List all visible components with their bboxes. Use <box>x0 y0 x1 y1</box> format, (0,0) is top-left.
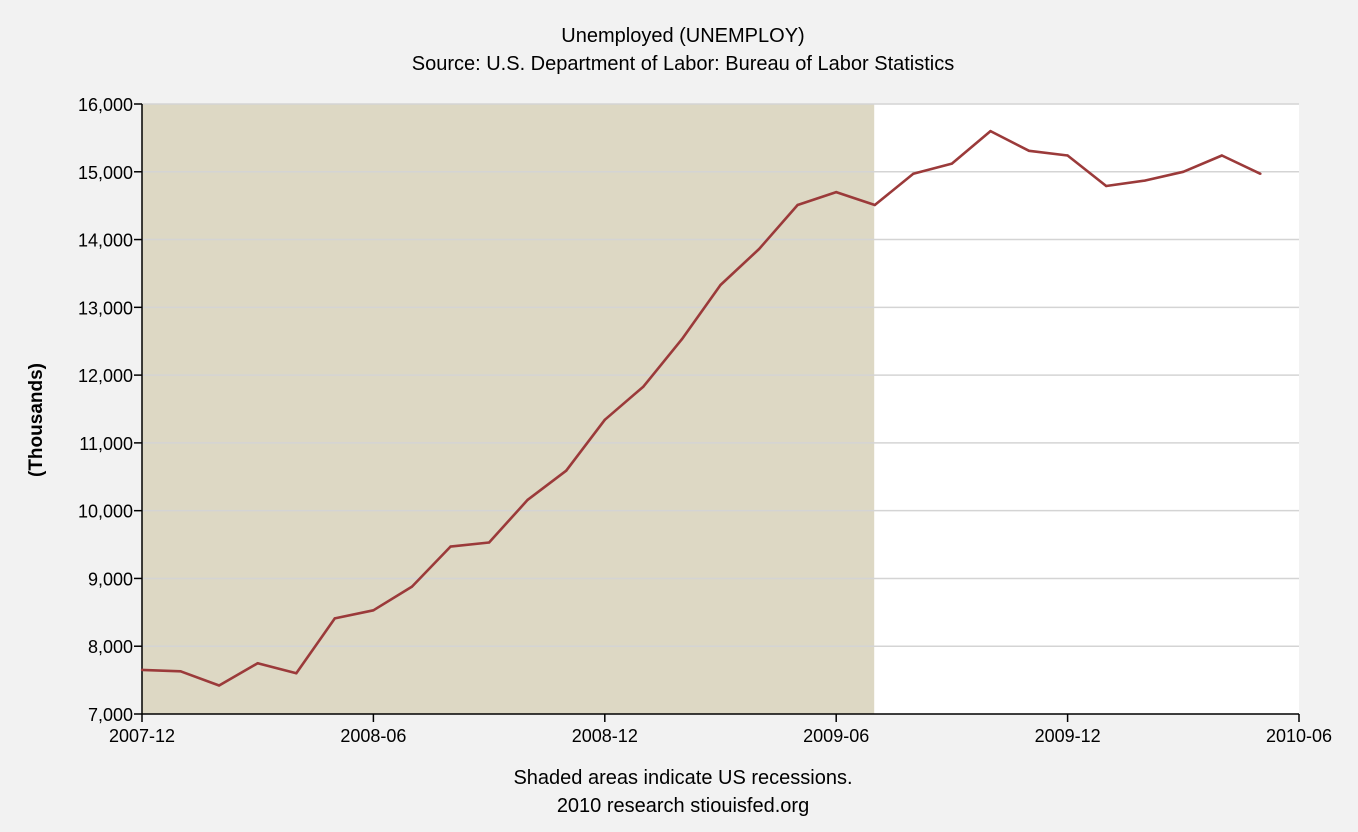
data-point <box>680 337 684 341</box>
data-point <box>140 668 144 672</box>
chart-title: Unemployed (UNEMPLOY) <box>561 25 804 47</box>
x-tick-label: 2008-12 <box>572 726 638 746</box>
data-point <box>835 190 838 194</box>
recession-shading <box>142 104 875 714</box>
data-point <box>1143 179 1146 182</box>
data-point <box>295 672 298 675</box>
x-tick-label: 2009-12 <box>1035 726 1101 746</box>
data-point <box>757 247 761 251</box>
chart-subtitle: Source: U.S. Department of Labor: Bureau… <box>412 53 955 75</box>
y-tick-label: 8,000 <box>88 637 133 657</box>
source-credit: 2010 research stiouisfed.org <box>557 795 809 817</box>
data-point <box>873 203 876 207</box>
data-point <box>217 684 221 687</box>
y-tick-label: 11,000 <box>79 434 133 454</box>
axes: 7,000 8,000 9,000 10,000 11,000 12,000 13,000 1… <box>78 95 1332 746</box>
series-line <box>141 129 1261 687</box>
data-point <box>989 129 992 133</box>
data-point <box>1027 149 1031 152</box>
y-tick-label: 9,000 <box>88 569 133 589</box>
data-point <box>796 203 799 207</box>
data-point <box>642 385 645 388</box>
y-axis-label: (Thousands) <box>26 363 47 477</box>
series-layer <box>140 129 1262 687</box>
data-point <box>912 172 915 176</box>
data-point <box>603 418 606 422</box>
data-point <box>950 162 954 165</box>
data-point <box>179 670 182 673</box>
x-tick-label: 2008-06 <box>340 726 406 746</box>
data-point <box>719 283 722 287</box>
y-tick-label: 15,000 <box>78 163 133 183</box>
data-point <box>372 609 375 612</box>
y-tick-label: 12,000 <box>78 366 133 386</box>
y-tick-label: 16,000 <box>78 95 133 115</box>
recession-note: Shaded areas indicate US recessions. <box>513 767 852 789</box>
data-point <box>565 469 568 472</box>
data-point <box>487 541 491 544</box>
y-tick-label: 7,000 <box>88 705 133 725</box>
recession-band <box>142 104 875 714</box>
y-tick-label: 10,000 <box>78 502 133 522</box>
x-tick-label: 2007-12 <box>109 726 175 746</box>
data-point <box>449 545 452 548</box>
data-point <box>256 661 259 665</box>
data-point <box>1182 170 1185 173</box>
x-tick-label: 2009-06 <box>803 726 869 746</box>
gridlines <box>142 103 1299 647</box>
data-point <box>333 617 337 620</box>
data-point <box>1104 184 1108 188</box>
data-point <box>526 498 529 502</box>
y-tick-label: 13,000 <box>78 298 133 318</box>
data-point <box>1066 154 1069 157</box>
x-tick-label: 2010-06 <box>1266 726 1332 746</box>
data-point <box>1259 172 1262 176</box>
y-tick-label: 14,000 <box>78 231 133 251</box>
data-point <box>410 585 414 588</box>
data-point <box>1220 154 1224 157</box>
